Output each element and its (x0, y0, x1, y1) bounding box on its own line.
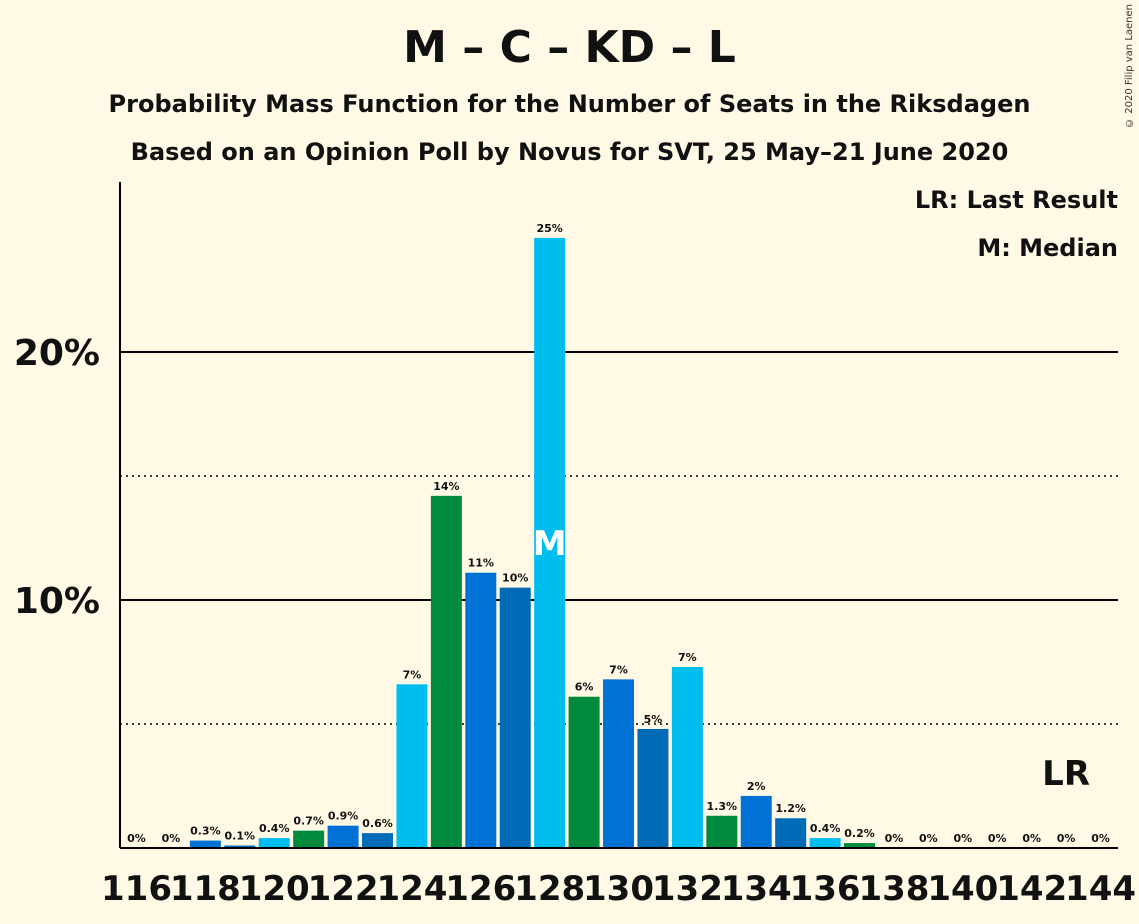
chart-subtitle-2: Based on an Opinion Poll by Novus for SV… (130, 138, 1009, 166)
data-label: 11% (468, 557, 494, 570)
data-label: 2% (747, 780, 766, 793)
bar (844, 843, 876, 848)
data-label: 0% (919, 832, 938, 845)
bar (775, 818, 807, 848)
bar (534, 237, 566, 849)
x-tick-label: 140 (927, 869, 998, 909)
bar (499, 587, 531, 848)
data-label: 0% (885, 832, 904, 845)
chart-title: M – C – KD – L (403, 22, 736, 73)
x-tick-label: 132 (652, 869, 723, 909)
bars (189, 237, 876, 849)
x-tick-label: 142 (996, 869, 1067, 909)
y-tick-label: 20% (14, 333, 100, 374)
data-label: 0.7% (293, 815, 324, 828)
markers: M LR (533, 524, 1090, 794)
x-tick-label: 130 (583, 869, 654, 909)
x-tick-label: 122 (308, 869, 379, 909)
x-tick-label: 136 (790, 869, 861, 909)
bar (258, 838, 290, 848)
x-tick-label: 124 (376, 869, 447, 909)
bar (671, 666, 703, 848)
data-label: 0% (162, 832, 181, 845)
data-label: 0.4% (259, 822, 290, 835)
data-label: 0% (127, 832, 146, 845)
x-tick-label: 116 (101, 869, 172, 909)
x-tick-label: 126 (445, 869, 516, 909)
data-label: 7% (609, 663, 628, 676)
data-label: 1.3% (707, 800, 738, 813)
bar (568, 696, 600, 848)
median-marker: M (533, 524, 567, 564)
bar (362, 833, 394, 848)
x-tick-label: 134 (721, 869, 792, 909)
data-label: 0.4% (810, 822, 841, 835)
axes: 10%20%1161181201221241261281301321341361… (14, 182, 1136, 909)
bar (189, 840, 221, 848)
data-label: 0% (1091, 832, 1110, 845)
bar (396, 684, 428, 848)
data-label: 5% (644, 713, 663, 726)
bar (327, 825, 359, 848)
bar (430, 495, 462, 848)
data-label: 0.9% (328, 810, 359, 823)
data-label: 0.2% (844, 827, 875, 840)
data-label: 0.1% (225, 830, 256, 843)
data-label: 0% (953, 832, 972, 845)
data-label: 7% (403, 668, 422, 681)
legend-median: M: Median (977, 234, 1118, 262)
bar (706, 815, 738, 848)
chart-subtitle-1: Probability Mass Function for the Number… (108, 90, 1031, 118)
x-tick-label: 128 (514, 869, 585, 909)
legend-last-result: LR: Last Result (914, 186, 1118, 214)
bar (809, 838, 841, 848)
data-label: 0% (1022, 832, 1041, 845)
data-label: 0.6% (362, 817, 393, 830)
x-tick-label: 138 (858, 869, 929, 909)
data-label: 7% (678, 651, 697, 664)
data-label: 25% (536, 222, 562, 235)
bar (603, 679, 635, 848)
y-tick-label: 10% (14, 581, 100, 622)
data-label: 0% (988, 832, 1007, 845)
bar (293, 830, 325, 848)
x-tick-label: 118 (170, 869, 241, 909)
bar (740, 795, 772, 848)
data-label: 0% (1057, 832, 1076, 845)
data-label: 14% (433, 480, 459, 493)
x-tick-label: 144 (1065, 869, 1136, 909)
bar (465, 572, 497, 848)
bar (637, 728, 669, 848)
bar (224, 845, 256, 848)
data-label: 6% (575, 681, 594, 694)
data-label: 1.2% (775, 802, 806, 815)
data-label: 10% (502, 572, 528, 585)
last-result-marker: LR (1042, 754, 1090, 794)
data-labels: 0% 0%0.3% 0.1%0.4%0.7% 0.9%0.6%7%14%11%10%2… (127, 222, 1110, 845)
data-label: 0.3% (190, 825, 221, 838)
x-tick-label: 120 (239, 869, 310, 909)
